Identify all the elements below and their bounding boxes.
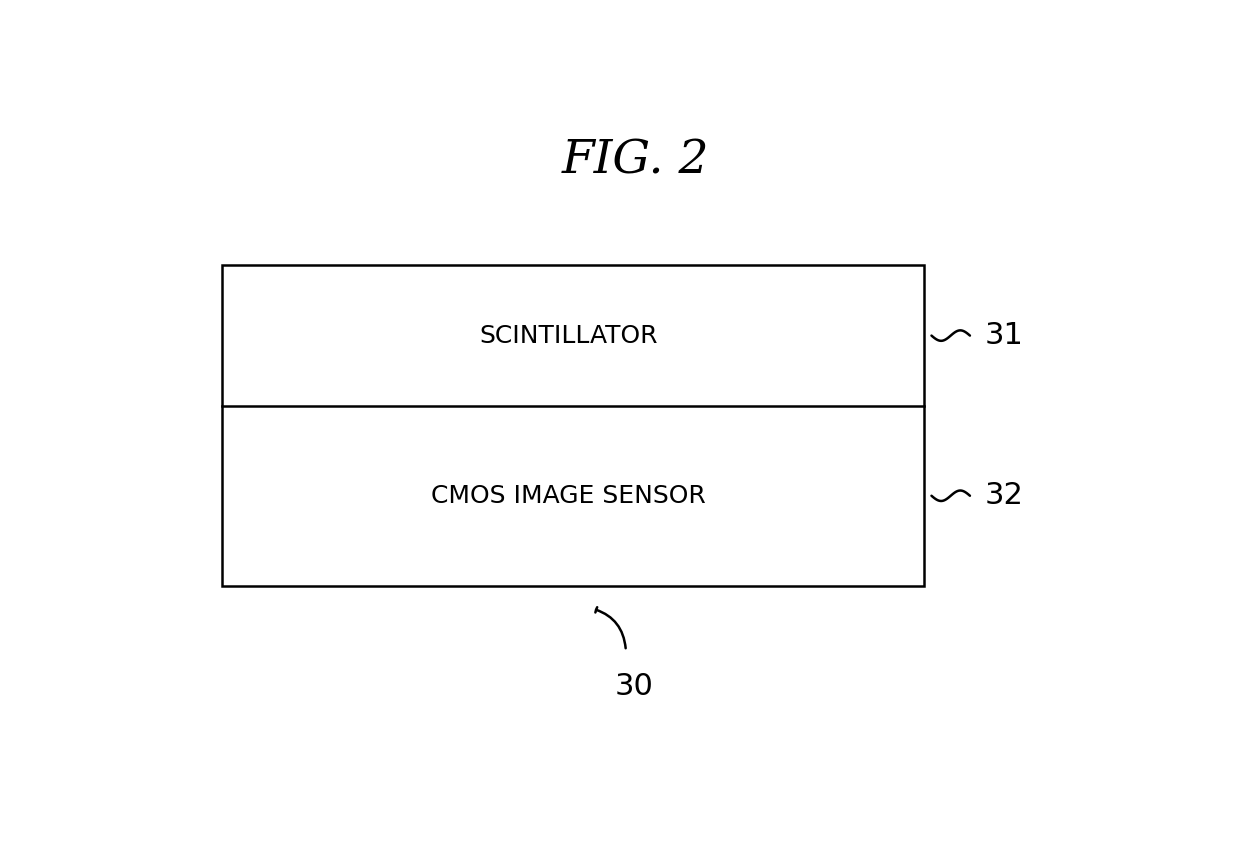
- Text: SCINTILLATOR: SCINTILLATOR: [479, 323, 657, 347]
- Text: CMOS IMAGE SENSOR: CMOS IMAGE SENSOR: [430, 484, 706, 508]
- Text: FIG. 2: FIG. 2: [562, 138, 709, 183]
- Text: 30: 30: [614, 672, 653, 701]
- Text: 31: 31: [985, 321, 1023, 350]
- Text: 32: 32: [985, 481, 1023, 510]
- Bar: [222, 265, 924, 586]
